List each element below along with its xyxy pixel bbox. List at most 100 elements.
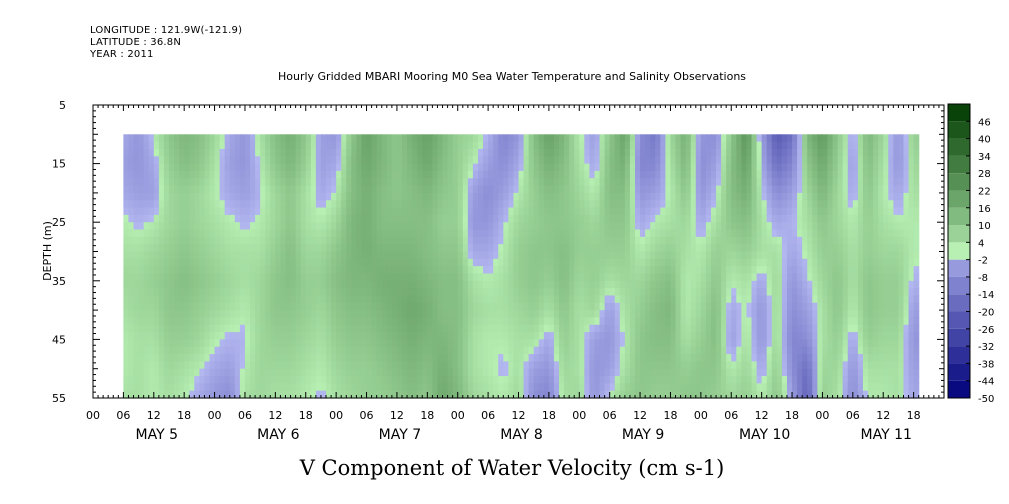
heatmap-cell — [822, 156, 829, 165]
heatmap-cell — [786, 229, 793, 238]
heatmap-cell — [650, 163, 656, 172]
heatmap-cell — [629, 354, 636, 362]
heatmap-cell — [391, 376, 398, 384]
heatmap-cell — [427, 354, 433, 362]
heatmap-cell — [614, 273, 621, 282]
heatmap-cell — [503, 244, 509, 253]
heatmap-cell — [599, 280, 606, 289]
heatmap-cell — [361, 258, 368, 267]
heatmap-cell — [528, 170, 535, 179]
heatmap-cell — [553, 178, 560, 187]
heatmap-cell — [619, 229, 626, 238]
heatmap-cell — [797, 354, 803, 362]
heatmap-cell — [700, 339, 707, 348]
heatmap-cell — [407, 258, 413, 267]
heatmap-cell — [721, 273, 727, 282]
heatmap-cell — [462, 148, 469, 157]
heatmap-cell — [265, 354, 271, 362]
heatmap-cell — [174, 354, 180, 362]
heatmap-cell — [675, 207, 682, 216]
heatmap-cell — [275, 302, 282, 311]
heatmap-cell — [528, 236, 535, 245]
heatmap-cell — [407, 244, 413, 253]
heatmap-cell — [336, 207, 342, 216]
heatmap-cell — [604, 222, 611, 231]
heatmap-cell — [619, 368, 626, 377]
heatmap-cell — [543, 368, 550, 377]
heatmap-cell — [528, 324, 535, 333]
heatmap-cell — [472, 295, 479, 304]
heatmap-cell — [189, 192, 195, 201]
heatmap-cell — [158, 273, 165, 282]
heatmap-cell — [650, 236, 656, 245]
heatmap-cell — [619, 266, 626, 275]
heatmap-cell — [483, 273, 489, 282]
heatmap-cell — [716, 148, 722, 157]
heatmap-cell — [513, 207, 520, 216]
heatmap-cell — [503, 317, 509, 326]
heatmap-cell — [731, 266, 737, 275]
heatmap-cell — [331, 178, 337, 187]
heatmap-cell — [199, 383, 206, 392]
heatmap-cell — [660, 288, 666, 297]
heatmap-cell — [351, 141, 358, 150]
heatmap-cell — [574, 141, 580, 150]
heatmap-cell — [462, 192, 469, 201]
heatmap-cell — [751, 288, 758, 297]
heatmap-cell — [508, 383, 515, 392]
heatmap-cell — [300, 200, 307, 209]
heatmap-cell — [614, 134, 621, 143]
heatmap-cell — [457, 288, 464, 297]
heatmap-cell — [604, 317, 611, 326]
heatmap-cell — [670, 266, 677, 275]
heatmap-cell — [670, 273, 677, 282]
heatmap-cell — [695, 141, 702, 150]
heatmap-cell — [569, 229, 575, 238]
heatmap-cell — [244, 141, 251, 150]
heatmap-cell — [452, 317, 459, 326]
heatmap-cell — [143, 288, 150, 297]
heatmap-cell — [498, 332, 504, 340]
heatmap-cell — [751, 200, 758, 209]
heatmap-cell — [594, 354, 601, 362]
heatmap-cell — [640, 324, 646, 333]
heatmap-cell — [781, 302, 788, 311]
heatmap-cell — [776, 354, 783, 362]
heatmap-cell — [781, 273, 788, 282]
heatmap-cell — [746, 383, 753, 392]
heatmap-cell — [437, 376, 444, 384]
heatmap-cell — [295, 141, 302, 150]
heatmap-cell — [488, 229, 494, 238]
heatmap-cell — [543, 258, 550, 267]
heatmap-cell — [508, 354, 515, 362]
heatmap-cell — [239, 302, 246, 311]
heatmap-cell — [559, 346, 565, 355]
heatmap-cell — [645, 266, 651, 275]
heatmap-cell — [604, 134, 611, 143]
heatmap-cell — [543, 273, 550, 282]
heatmap-cell — [422, 266, 428, 275]
heatmap-cell — [315, 185, 322, 194]
heatmap-cell — [280, 295, 287, 304]
heatmap-cell — [736, 207, 742, 216]
heatmap-cell — [163, 207, 170, 216]
heatmap-cell — [655, 390, 661, 399]
heatmap-cell — [771, 258, 778, 267]
heatmap-cell — [255, 156, 261, 165]
heatmap-cell — [559, 214, 565, 223]
heatmap-cell — [401, 288, 408, 297]
heatmap-cell — [503, 332, 509, 340]
heatmap-cell — [315, 258, 322, 267]
heatmap-cell — [336, 346, 342, 355]
heatmap-cell — [685, 302, 692, 311]
heatmap-cell — [721, 229, 727, 238]
heatmap-cell — [250, 141, 256, 150]
heatmap-cell — [158, 134, 165, 143]
heatmap-cell — [548, 266, 555, 275]
heatmap-cell — [457, 354, 464, 362]
heatmap-cell — [493, 134, 499, 143]
heatmap-cell — [250, 339, 256, 348]
heatmap-cell — [781, 200, 788, 209]
heatmap-cell — [148, 280, 155, 289]
heatmap-cell — [766, 200, 773, 209]
